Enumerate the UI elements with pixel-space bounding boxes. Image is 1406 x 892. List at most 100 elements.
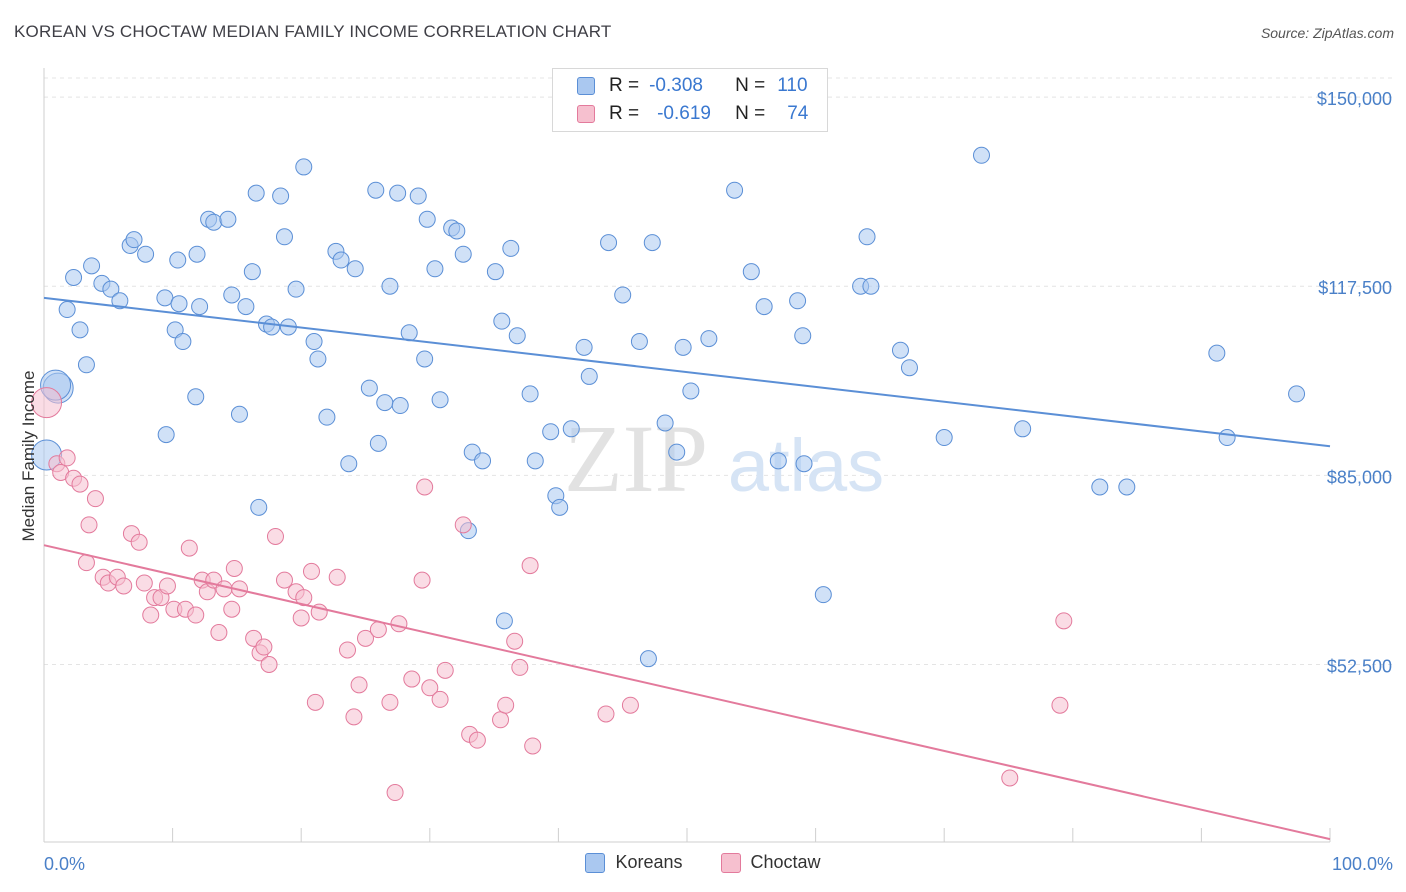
- x-tick-label-min: 0.0%: [44, 854, 85, 874]
- point-koreans: [318, 408, 336, 426]
- point-koreans: [272, 187, 290, 205]
- point-choctaw: [225, 559, 243, 577]
- point-choctaw: [275, 571, 293, 589]
- point-koreans: [639, 650, 657, 668]
- point-koreans: [891, 341, 909, 359]
- point-choctaw: [135, 574, 153, 592]
- point-koreans: [137, 245, 155, 263]
- point-koreans: [656, 414, 674, 432]
- point-koreans: [169, 251, 187, 269]
- legend-item-koreans[interactable]: Koreans: [585, 852, 683, 873]
- y-tick-label: $52,500: [1327, 657, 1392, 677]
- point-choctaw: [215, 580, 233, 598]
- point-koreans: [230, 405, 248, 423]
- point-koreans: [83, 257, 101, 275]
- point-koreans: [858, 228, 876, 246]
- point-koreans: [614, 286, 632, 304]
- point-koreans: [814, 586, 832, 604]
- point-choctaw: [492, 711, 510, 729]
- point-choctaw: [142, 606, 160, 624]
- point-koreans: [542, 423, 560, 441]
- point-koreans: [454, 245, 472, 263]
- point-koreans: [174, 333, 192, 351]
- point-koreans: [972, 146, 990, 164]
- point-koreans: [367, 181, 385, 199]
- point-koreans: [580, 367, 598, 385]
- point-koreans: [700, 330, 718, 348]
- point-choctaw: [130, 533, 148, 551]
- point-koreans: [1118, 478, 1136, 496]
- point-choctaw: [403, 670, 421, 688]
- point-koreans: [742, 263, 760, 281]
- series-legend: Koreans Choctaw: [0, 852, 1406, 873]
- point-koreans: [187, 388, 205, 406]
- trend-lines: [43, 296, 1331, 841]
- point-choctaw: [187, 606, 205, 624]
- point-koreans: [389, 184, 407, 202]
- point-choctaw: [416, 478, 434, 496]
- point-choctaw: [180, 539, 198, 557]
- point-choctaw: [413, 571, 431, 589]
- point-koreans: [431, 391, 449, 409]
- legend-n-label: N =: [735, 103, 766, 124]
- point-koreans: [508, 327, 526, 345]
- point-choctaw: [521, 557, 539, 575]
- point-choctaw: [80, 516, 98, 534]
- legend-r-label: R =: [609, 103, 640, 124]
- legend-swatch-koreans: [585, 852, 606, 873]
- point-koreans: [755, 298, 773, 316]
- point-koreans: [1014, 420, 1032, 438]
- point-choctaw: [468, 731, 486, 749]
- point-choctaw: [58, 449, 76, 467]
- point-koreans: [156, 289, 174, 307]
- point-choctaw: [386, 784, 404, 802]
- point-koreans: [789, 292, 807, 310]
- point-koreans: [346, 260, 364, 278]
- point-choctaw: [255, 638, 273, 656]
- point-koreans: [65, 269, 83, 287]
- y-axis-title: Median Family Income: [19, 370, 38, 541]
- point-choctaw: [223, 600, 241, 618]
- point-choctaw: [115, 577, 133, 595]
- point-koreans: [502, 239, 520, 257]
- legend-n-value: 110: [777, 75, 808, 96]
- point-koreans: [157, 426, 175, 444]
- point-koreans: [486, 263, 504, 281]
- point-koreans: [682, 382, 700, 400]
- point-koreans: [1218, 429, 1236, 447]
- point-choctaw: [328, 568, 346, 586]
- point-choctaw: [436, 661, 454, 679]
- point-choctaw: [597, 705, 615, 723]
- point-koreans: [170, 295, 188, 313]
- point-koreans: [205, 213, 223, 231]
- point-koreans: [726, 181, 744, 199]
- legend-label-koreans: Koreans: [615, 852, 683, 872]
- point-koreans: [275, 228, 293, 246]
- point-koreans: [243, 263, 261, 281]
- point-choctaw: [381, 693, 399, 711]
- y-tick-labels: $52,500 $85,000 $117,500 $150,000: [1317, 89, 1392, 676]
- point-koreans: [795, 455, 813, 473]
- point-koreans: [668, 443, 686, 461]
- point-choctaw: [1055, 612, 1073, 630]
- point-koreans: [191, 298, 209, 316]
- point-koreans: [237, 298, 255, 316]
- point-koreans: [111, 292, 129, 310]
- point-choctaw: [306, 693, 324, 711]
- point-koreans: [332, 251, 350, 269]
- legend-label-choctaw: Choctaw: [750, 852, 821, 872]
- point-choctaw: [266, 527, 284, 545]
- point-choctaw: [338, 641, 356, 659]
- legend-item-choctaw[interactable]: Choctaw: [720, 852, 821, 873]
- point-koreans: [674, 338, 692, 356]
- point-koreans: [474, 452, 492, 470]
- point-koreans: [1091, 478, 1109, 496]
- point-choctaw: [357, 629, 374, 647]
- point-koreans: [305, 333, 323, 351]
- point-koreans: [493, 312, 511, 330]
- point-choctaw: [390, 615, 408, 633]
- point-choctaw: [524, 737, 542, 755]
- point-koreans: [369, 434, 387, 452]
- point-choctaw: [454, 516, 472, 534]
- y-tick-label: $117,500: [1318, 278, 1392, 298]
